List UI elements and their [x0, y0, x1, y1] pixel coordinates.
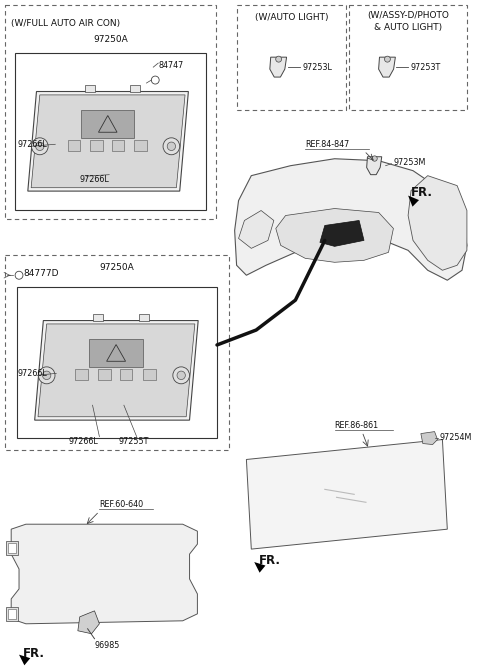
Polygon shape — [270, 57, 287, 77]
Polygon shape — [379, 57, 396, 77]
Bar — [237, 5, 347, 110]
Text: & AUTO LIGHT): & AUTO LIGHT) — [374, 23, 442, 32]
Text: 97250A: 97250A — [93, 35, 128, 44]
Polygon shape — [276, 208, 394, 263]
Polygon shape — [320, 220, 364, 246]
Polygon shape — [367, 157, 382, 174]
Polygon shape — [28, 92, 188, 191]
Polygon shape — [239, 210, 274, 248]
Bar — [134, 140, 146, 151]
Bar — [8, 609, 16, 619]
Bar — [84, 85, 95, 92]
Circle shape — [163, 138, 180, 155]
Text: FR.: FR. — [259, 554, 281, 567]
Polygon shape — [254, 562, 265, 572]
Bar — [349, 5, 467, 110]
Polygon shape — [408, 176, 467, 271]
Circle shape — [43, 371, 51, 379]
Bar — [93, 314, 103, 321]
Text: REF.84-847: REF.84-847 — [305, 140, 349, 149]
Circle shape — [276, 56, 282, 62]
Text: 84747: 84747 — [158, 61, 183, 70]
Bar — [5, 5, 216, 220]
Circle shape — [38, 367, 55, 384]
Circle shape — [167, 142, 176, 150]
Text: REF.60-640: REF.60-640 — [99, 500, 144, 509]
Polygon shape — [246, 440, 447, 549]
Text: 96985: 96985 — [95, 641, 120, 650]
Text: (W/FULL AUTO AIR CON): (W/FULL AUTO AIR CON) — [11, 19, 120, 28]
Text: 97254M: 97254M — [440, 433, 472, 442]
Circle shape — [177, 371, 185, 379]
Text: FR.: FR. — [411, 186, 433, 198]
Bar — [6, 541, 18, 555]
Polygon shape — [11, 524, 197, 624]
Bar — [68, 140, 80, 151]
Bar — [15, 53, 206, 210]
Polygon shape — [19, 655, 30, 665]
Bar — [139, 314, 149, 321]
Polygon shape — [38, 324, 195, 417]
Bar — [90, 140, 103, 151]
Text: (W/ASSY-D/PHOTO: (W/ASSY-D/PHOTO — [367, 11, 449, 20]
Text: 97266L: 97266L — [17, 369, 47, 378]
Text: 97253M: 97253M — [394, 158, 426, 167]
Text: 84777D: 84777D — [23, 269, 59, 279]
Circle shape — [32, 138, 48, 155]
Bar — [112, 140, 124, 151]
Circle shape — [372, 156, 377, 161]
Bar — [75, 369, 87, 380]
Text: 97255T: 97255T — [119, 437, 149, 446]
Text: 97266L: 97266L — [80, 174, 109, 184]
Polygon shape — [235, 159, 467, 280]
Polygon shape — [31, 95, 185, 188]
Polygon shape — [78, 611, 99, 634]
Text: 97253L: 97253L — [302, 63, 332, 71]
Polygon shape — [421, 432, 437, 444]
Bar — [17, 287, 217, 438]
Text: REF.86-861: REF.86-861 — [335, 421, 379, 430]
Text: 97266L: 97266L — [68, 437, 98, 446]
Bar — [81, 110, 134, 138]
Text: 97250A: 97250A — [100, 263, 134, 273]
Bar — [130, 85, 140, 92]
Circle shape — [384, 56, 390, 62]
Bar — [144, 369, 156, 380]
Bar — [6, 607, 18, 621]
Circle shape — [173, 367, 190, 384]
Polygon shape — [408, 196, 419, 206]
Bar — [5, 255, 229, 450]
Text: 97266L: 97266L — [17, 140, 47, 149]
Bar — [89, 339, 143, 367]
Text: 97253T: 97253T — [410, 63, 440, 71]
Text: (W/AUTO LIGHT): (W/AUTO LIGHT) — [255, 13, 328, 22]
Bar — [120, 369, 132, 380]
Polygon shape — [35, 321, 198, 420]
Bar — [8, 543, 16, 553]
Text: FR.: FR. — [23, 647, 45, 660]
Bar — [98, 369, 111, 380]
Circle shape — [36, 142, 44, 150]
